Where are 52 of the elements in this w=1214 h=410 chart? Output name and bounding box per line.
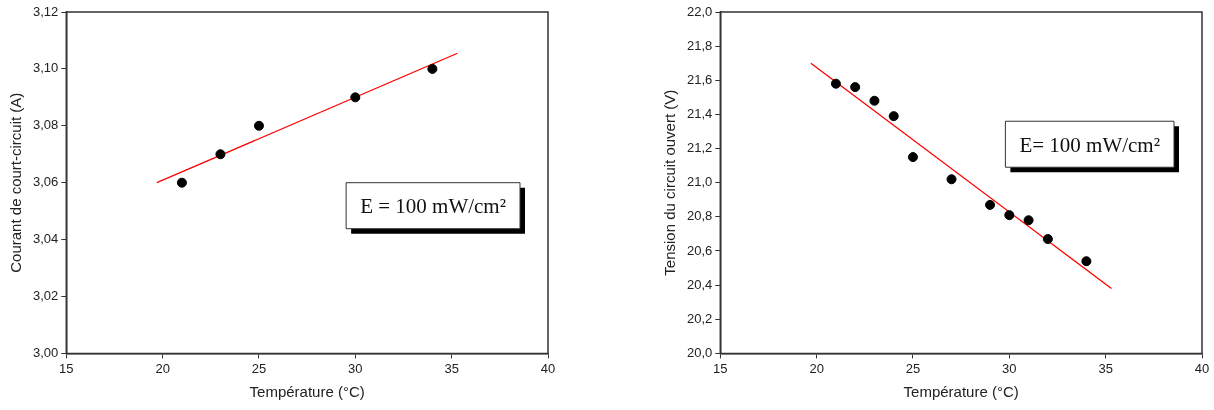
point <box>350 92 361 103</box>
point <box>985 199 996 210</box>
y-tick-label: 3,06 <box>32 174 59 190</box>
y-tick-label: 20,2 <box>686 310 713 326</box>
x-tick-label: 35 <box>1098 360 1113 376</box>
y-tick-label: 20,6 <box>686 242 713 258</box>
y-tick-label: 21,6 <box>686 71 713 87</box>
x-tick-label: 15 <box>713 360 728 376</box>
y-tick-label: 3,04 <box>32 231 59 247</box>
x-tick-label: 15 <box>59 360 74 376</box>
y-tick-label: 21,4 <box>686 106 713 121</box>
y-tick-label: 3,02 <box>32 288 59 304</box>
y-tick-label: 22,0 <box>686 3 713 19</box>
y-axis-title: Tension du circuit ouvert (V) <box>661 89 679 276</box>
x-tick-label: 25 <box>251 360 267 376</box>
y-tick-label: 21,2 <box>686 140 713 156</box>
x-tick-label: 30 <box>1002 360 1017 376</box>
y-tick-label: 3,10 <box>32 60 59 76</box>
y-tick-label: 20,8 <box>686 208 713 224</box>
x-tick-label: 30 <box>348 360 363 376</box>
y-tick-label: 20,4 <box>686 276 713 292</box>
y-tick-label: 21,0 <box>686 174 713 190</box>
point <box>253 120 264 131</box>
y-axis-title: Courant de court-circuit (A) <box>7 92 25 273</box>
point <box>1023 215 1034 226</box>
x-tick-label: 40 <box>540 360 556 376</box>
y-tick-label: 3,08 <box>32 117 59 133</box>
y-tick-label: 3,00 <box>32 344 59 360</box>
point <box>427 63 438 74</box>
point <box>946 174 957 185</box>
x-axis-title: Température (°C) <box>903 383 1019 401</box>
x-tick-label: 25 <box>905 360 921 376</box>
point <box>1042 234 1053 245</box>
annotation: E= 100 mW/cm² <box>1019 132 1161 157</box>
y-tick-label: 20,0 <box>686 344 713 360</box>
y-tick-label: 3,12 <box>32 3 59 19</box>
point <box>869 95 880 106</box>
point <box>830 78 841 89</box>
x-axis-title: Température (°C) <box>249 383 365 401</box>
point <box>1004 210 1015 221</box>
y-tick-label: 21,8 <box>686 37 713 53</box>
x-tick-label: 40 <box>1194 360 1210 376</box>
point <box>888 111 899 122</box>
point <box>850 82 861 93</box>
point <box>1081 256 1092 267</box>
point <box>176 177 187 188</box>
x-tick-label: 20 <box>155 360 170 376</box>
point <box>907 152 918 163</box>
annotation: E = 100 mW/cm² <box>360 194 507 219</box>
x-tick-label: 20 <box>809 360 824 376</box>
x-tick-label: 35 <box>444 360 459 376</box>
point <box>215 149 226 160</box>
